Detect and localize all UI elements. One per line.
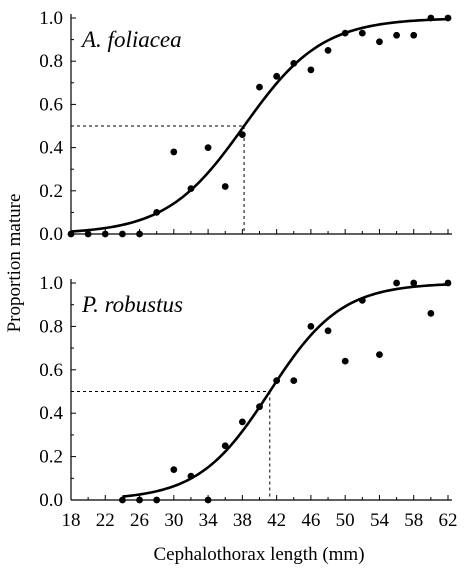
data-point [290, 377, 298, 385]
y-tick-label: 0.2 [39, 447, 63, 468]
data-point [273, 377, 281, 385]
data-point [393, 279, 400, 287]
x-tick-label: 30 [164, 510, 183, 531]
x-tick-label: 22 [96, 510, 115, 531]
data-point [341, 29, 349, 37]
data-point [393, 31, 400, 39]
x-tick-label: 62 [439, 510, 458, 531]
x-tick-label: 42 [267, 510, 286, 531]
data-point [358, 29, 366, 37]
y-tick-label: 0.0 [39, 224, 63, 245]
data-point [358, 296, 366, 304]
data-point [67, 230, 75, 238]
data-point [238, 131, 246, 139]
data-point [376, 38, 383, 46]
panel-title: P. robustus [81, 292, 183, 317]
y-tick-label: 0.2 [39, 181, 63, 202]
data-point [136, 230, 143, 238]
data-point [427, 309, 435, 317]
x-tick-label: 50 [336, 510, 355, 531]
data-point [204, 144, 212, 152]
data-point [153, 209, 161, 216]
data-point [410, 279, 418, 287]
data-point [187, 472, 195, 480]
data-point [238, 418, 246, 426]
data-point [119, 496, 126, 504]
y-axis-title: Proportion mature [4, 194, 25, 333]
y-tick-label: 0.4 [39, 138, 63, 159]
x-tick-label: 54 [370, 510, 390, 531]
panel-title: A. foliacea [80, 27, 182, 52]
data-point [84, 230, 92, 238]
data-point [290, 59, 298, 67]
data-point [187, 185, 195, 193]
data-point [256, 403, 263, 411]
data-point [101, 230, 109, 238]
y-tick-label: 0.8 [39, 316, 63, 337]
x-tick-label: 34 [199, 510, 219, 531]
y-tick-label: 0.6 [39, 360, 63, 381]
fitted-curve [122, 283, 449, 498]
data-point [410, 31, 418, 39]
data-point [170, 466, 178, 474]
data-point [273, 72, 281, 80]
data-point [324, 47, 332, 54]
x-tick-label: 58 [404, 510, 423, 531]
data-point [307, 323, 315, 330]
data-point [307, 66, 315, 74]
data-point [444, 14, 452, 22]
data-point [153, 496, 161, 504]
y-tick-label: 0.4 [39, 403, 63, 424]
data-point [204, 496, 212, 504]
x-axis-title: Cephalothorax length (mm) [153, 544, 364, 565]
data-point [136, 496, 143, 504]
y-tick-label: 0.6 [39, 94, 63, 115]
data-point [376, 351, 383, 359]
data-point [324, 327, 332, 335]
data-point [170, 148, 178, 156]
x-tick-label: 18 [62, 510, 81, 531]
fitted-curve [70, 17, 449, 233]
data-point [444, 279, 452, 287]
x-tick-label: 46 [301, 510, 320, 531]
x-tick-label: 26 [130, 510, 149, 531]
y-tick-label: 0.8 [39, 51, 63, 72]
data-point [427, 14, 435, 22]
data-point [341, 357, 349, 365]
y-tick-label: 1.0 [39, 8, 63, 29]
y-tick-label: 1.0 [39, 273, 63, 294]
data-point [256, 83, 263, 91]
data-point [119, 230, 126, 238]
y-tick-label: 0.0 [39, 490, 63, 511]
data-point [221, 442, 229, 450]
data-point [221, 183, 229, 190]
x-tick-label: 38 [233, 510, 252, 531]
